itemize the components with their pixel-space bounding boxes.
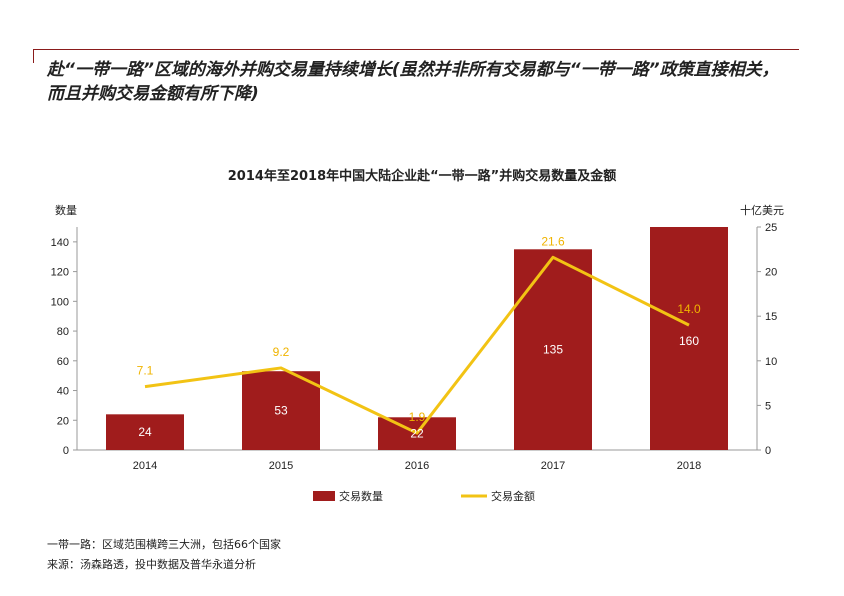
header-rule — [33, 49, 799, 50]
right-axis-tick-label: 20 — [765, 267, 777, 279]
amount-line — [144, 255, 690, 435]
chart-title: 2014年至2018年中国大陆企业赴“一带一路”并购交易数量及金额 — [227, 169, 617, 184]
x-axis-category-label: 2017 — [541, 460, 565, 472]
bar-2018 — [650, 227, 728, 450]
left-axis-tick-label: 20 — [57, 415, 69, 427]
left-axis-tick-label: 100 — [51, 296, 69, 308]
amount-value-label: 7.1 — [137, 364, 154, 378]
right-axis-tick-label: 0 — [765, 445, 771, 457]
bar-value-label: 160 — [679, 334, 699, 348]
right-axis-tick-label: 15 — [765, 311, 777, 323]
left-axis-tick-label: 0 — [63, 445, 69, 457]
bar-2014 — [106, 414, 184, 450]
amount-value-label: 21.6 — [541, 234, 565, 248]
right-axis-tick-label: 5 — [765, 400, 771, 412]
amount-value-label: 9.2 — [273, 345, 290, 359]
bar-value-label: 135 — [543, 343, 563, 357]
x-axis-category-label: 2016 — [405, 460, 429, 472]
bar-value-label: 24 — [138, 425, 152, 439]
legend-label-amount: 交易金额 — [491, 489, 535, 503]
bar-2017 — [514, 249, 592, 450]
header-rule-tick — [33, 49, 34, 63]
page-headline: 赴“一带一路”区域的海外并购交易量持续增长(虽然并非所有交易都与“一带一路”政策… — [47, 60, 779, 104]
right-axis-tick-label: 25 — [765, 222, 777, 234]
left-axis-tick-label: 140 — [51, 237, 69, 249]
x-axis-category-label: 2015 — [269, 460, 293, 472]
left-axis-tick-label: 120 — [51, 267, 69, 279]
amount-value-label: 14.0 — [677, 302, 701, 316]
left-axis-tick-label: 80 — [57, 326, 69, 338]
legend-label-count: 交易数量 — [339, 489, 383, 503]
right-axis-unit: 十亿美元 — [740, 204, 784, 217]
amount-value-label: 1.9 — [409, 410, 426, 424]
x-axis-category-label: 2018 — [677, 460, 701, 472]
bar-value-label: 53 — [274, 404, 288, 418]
bar-2015 — [242, 371, 320, 450]
left-axis-unit: 数量 — [55, 204, 77, 217]
x-axis-category-label: 2014 — [133, 460, 157, 472]
left-axis-tick-label: 40 — [57, 386, 69, 398]
bar-value-label: 22 — [410, 427, 424, 441]
footnote-definition: 一带一路：区域范围横跨三大洲，包括66个国家 — [47, 538, 281, 551]
left-axis-tick-label: 60 — [57, 356, 69, 368]
right-axis-tick-label: 10 — [765, 356, 777, 368]
footnote-source: 来源：汤森路透，投中数据及普华永道分析 — [47, 558, 256, 571]
legend-swatch-count — [313, 491, 335, 501]
